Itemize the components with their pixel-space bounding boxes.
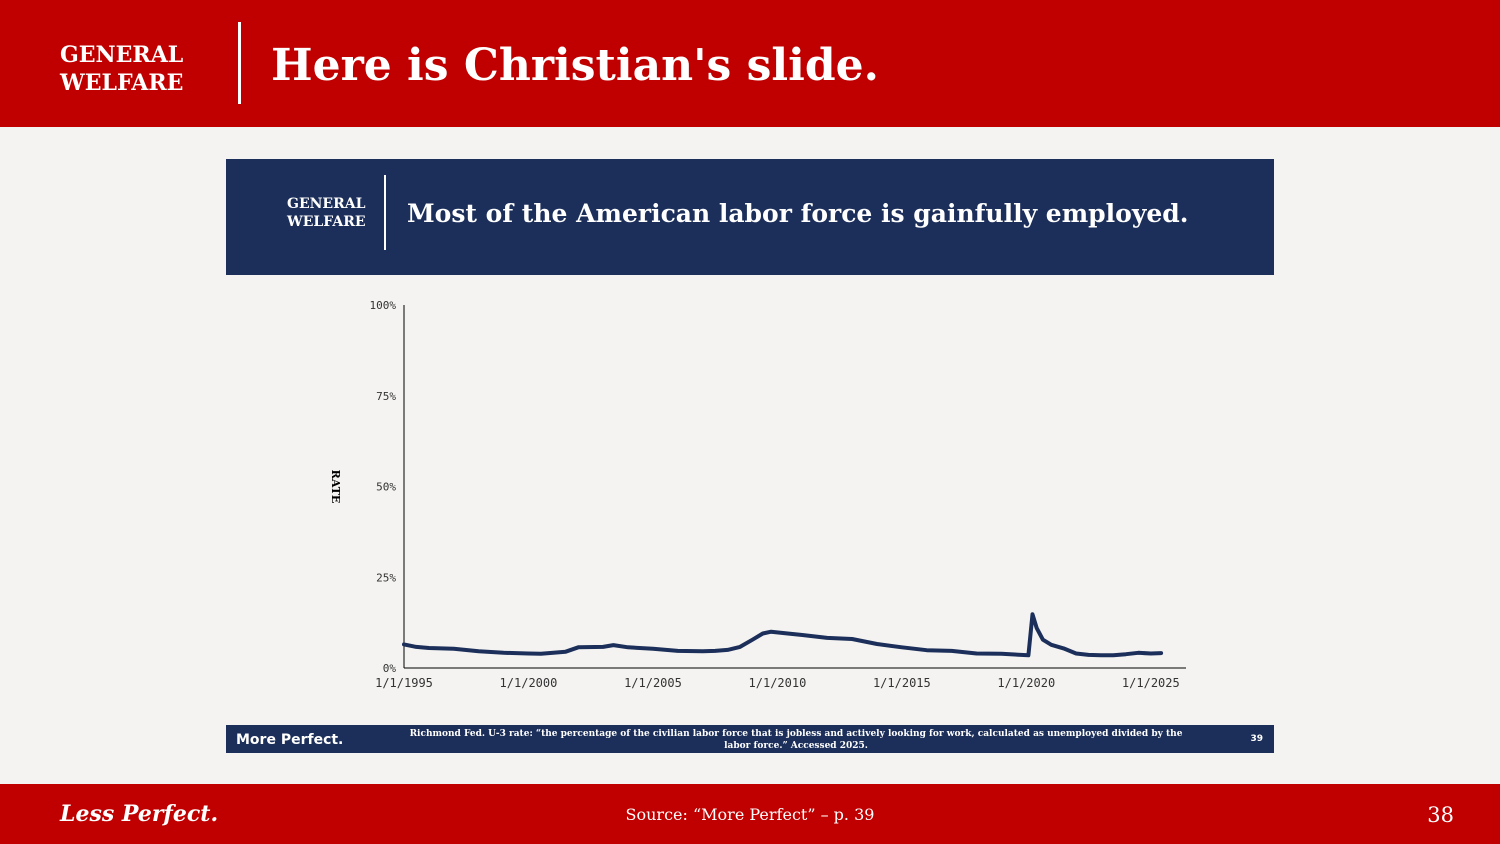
- y-axis-ticks: 0% 25% 50% 75% 100%: [370, 299, 397, 675]
- section-label-line2: WELFARE: [60, 70, 184, 96]
- top-banner: GENERAL WELFARE Here is Christian's slid…: [0, 0, 1500, 127]
- embedded-slide-title: Most of the American labor force is gain…: [407, 199, 1189, 228]
- x-tick-label: 1/1/2020: [997, 676, 1055, 690]
- x-tick-label: 1/1/2025: [1122, 676, 1180, 690]
- x-tick-label: 1/1/2010: [749, 676, 807, 690]
- y-tick-label: 25%: [376, 571, 396, 584]
- embedded-footnote-bar: More Perfect. Richmond Fed. U-3 rate: “t…: [226, 725, 1274, 753]
- y-axis-label: RATE: [329, 470, 342, 504]
- bottom-banner: Less Perfect. Source: “More Perfect” – p…: [0, 784, 1500, 844]
- section-label: GENERAL WELFARE: [60, 41, 183, 97]
- slide-number: 38: [1427, 803, 1454, 827]
- y-tick-label: 0%: [383, 662, 397, 675]
- y-tick-label: 75%: [376, 390, 396, 403]
- embedded-slide-header: GENERAL WELFARE Most of the American lab…: [226, 159, 1274, 275]
- embedded-page-number: 39: [1250, 734, 1263, 744]
- embedded-section-label-line1: GENERAL: [287, 196, 366, 212]
- tagline: Less Perfect.: [60, 801, 219, 827]
- x-tick-label: 1/1/2000: [500, 676, 558, 690]
- header-divider: [238, 22, 241, 104]
- x-axis-ticks: 1/1/1995 1/1/2000 1/1/2005 1/1/2010 1/1/2015…: [375, 676, 1180, 690]
- source-citation: Source: “More Perfect” – p. 39: [625, 805, 875, 824]
- section-label-line1: GENERAL: [60, 42, 184, 68]
- more-perfect-logo: More Perfect.: [236, 732, 344, 748]
- x-tick-label: 1/1/2005: [624, 676, 682, 690]
- y-tick-label: 50%: [376, 481, 396, 494]
- slide-title: Here is Christian's slide.: [271, 40, 879, 91]
- y-tick-label: 100%: [370, 299, 397, 312]
- unemployment-rate-line: [402, 612, 1164, 658]
- embedded-section-label-line2: WELFARE: [287, 214, 366, 230]
- x-tick-label: 1/1/2015: [873, 676, 931, 690]
- x-tick-label: 1/1/1995: [375, 676, 433, 690]
- footnote-citation: Richmond Fed. U-3 rate: “the percentage …: [409, 729, 1183, 751]
- embedded-section-label: GENERAL WELFARE: [287, 195, 366, 231]
- unemployment-rate-chart: 0% 25% 50% 75% 100% 1/1/1995 1/1/2000 1/1/2005…: [329, 299, 1186, 690]
- embedded-header-divider: [384, 175, 386, 250]
